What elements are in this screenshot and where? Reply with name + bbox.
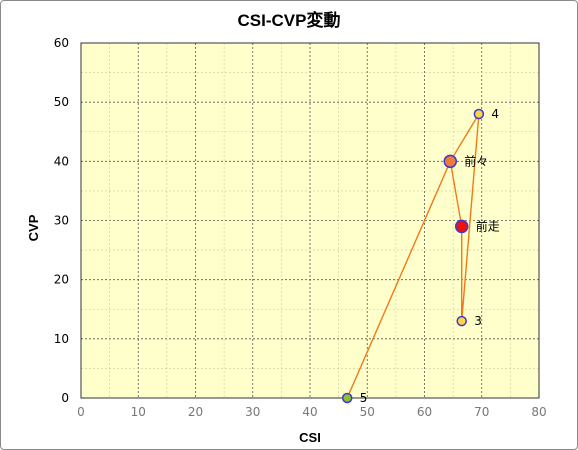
x-tick-label: 70 [474, 405, 489, 419]
y-tick-label: 30 [54, 214, 69, 228]
y-tick-label: 50 [54, 95, 69, 109]
point-label: 前走 [476, 218, 500, 233]
x-tick-label: 60 [417, 405, 432, 419]
data-point [456, 315, 467, 327]
y-tick-label: 20 [54, 273, 69, 287]
x-tick-label: 30 [245, 405, 260, 419]
plot-border [80, 42, 540, 399]
data-point [341, 392, 353, 404]
y-tick-label: 60 [54, 36, 69, 50]
point-label: 前々 [464, 153, 488, 168]
point-label: 3 [474, 314, 482, 328]
x-tick-label: 50 [360, 405, 375, 419]
point-label: 4 [491, 107, 499, 121]
x-tick-label: 80 [531, 405, 546, 419]
x-axis-label: CSI [299, 430, 321, 445]
x-tick-label: 40 [302, 405, 317, 419]
data-point [473, 108, 485, 120]
y-tick-label: 10 [54, 332, 69, 346]
chart-title: CSI-CVP変動 [238, 10, 341, 30]
x-tick-label: 0 [77, 405, 85, 419]
x-tick-label: 20 [188, 405, 203, 419]
data-point [454, 219, 469, 234]
series-line [346, 113, 480, 399]
x-tick-label: 10 [131, 405, 146, 419]
point-label: 5 [360, 391, 368, 405]
y-axis-label: CVP [26, 214, 41, 241]
data-point [443, 154, 458, 169]
y-tick-label: 40 [54, 154, 69, 168]
y-tick-label: 0 [61, 391, 69, 405]
